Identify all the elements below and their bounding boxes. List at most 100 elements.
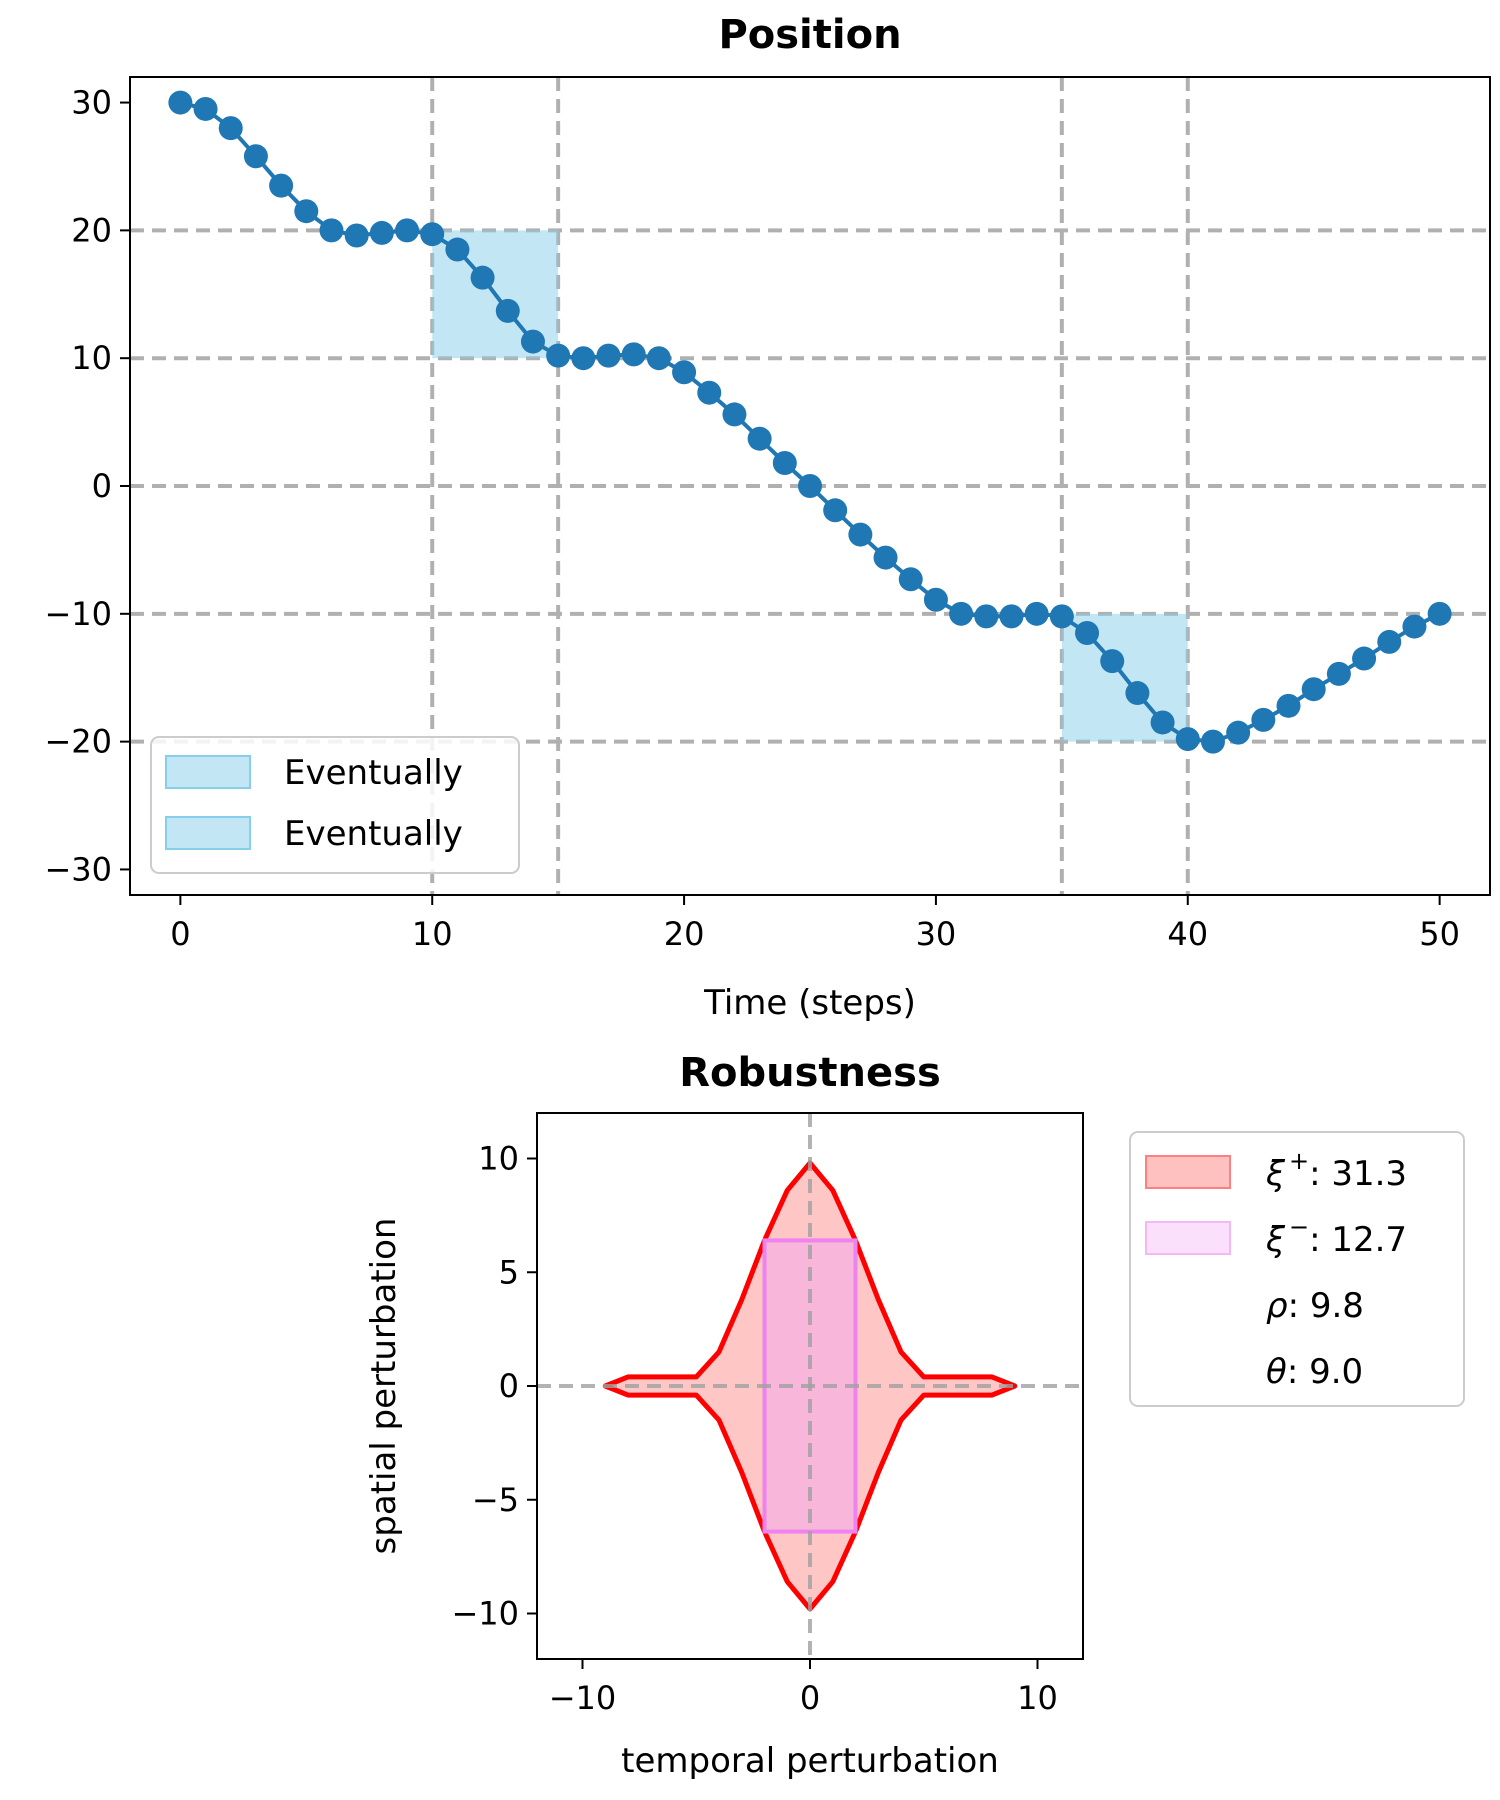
position-point-1 — [193, 96, 218, 121]
robustness-x-ticks: −10 0 10 — [549, 1659, 1058, 1717]
position-point-9 — [395, 218, 420, 243]
position-title: Position — [718, 12, 901, 58]
position-point-2 — [218, 116, 243, 141]
robustness-ytick-label-3: −5 — [472, 1481, 519, 1519]
legend-label-eventually-1: Eventually — [284, 753, 463, 793]
robustness-reference-lines — [537, 1113, 1083, 1659]
robustness-legend-box — [1129, 1131, 1465, 1407]
position-point-49 — [1402, 614, 1427, 639]
robustness-title: Robustness — [679, 1050, 941, 1096]
legend-label-xi-plus: ξ +: 31.3 — [1265, 1147, 1407, 1194]
position-point-48 — [1377, 629, 1402, 654]
position-ytick-label-6: −30 — [44, 850, 112, 888]
rho-value: : 9.8 — [1288, 1286, 1364, 1326]
robustness-x-axis-label: temporal perturbation — [621, 1741, 999, 1781]
position-point-6 — [319, 218, 344, 243]
position-y-ticks: 30 20 10 0 −10 −20 −30 — [44, 84, 130, 888]
position-chart: Position 0 10 20 30 40 50 30 20 10 0 −10 −20 −30 Ti… — [44, 12, 1491, 1023]
robustness-xtick-label-1: 0 — [800, 1679, 820, 1717]
position-line-path — [179, 100, 1441, 744]
robustness-ytick-label-4: −10 — [451, 1595, 519, 1633]
robustness-chart: Robustness −10 0 10 10 5 0 −5 −10 temporal per… — [364, 1050, 1465, 1781]
position-point-3 — [243, 144, 268, 169]
position-point-35 — [1049, 604, 1074, 629]
robustness-ytick-label-2: 0 — [499, 1367, 519, 1405]
legend-swatch-eventually-1 — [165, 755, 251, 789]
position-ytick-label-5: −20 — [44, 723, 112, 761]
position-series-points — [168, 90, 1452, 754]
position-xtick-label-3: 30 — [916, 915, 957, 953]
position-point-40 — [1175, 727, 1200, 752]
position-point-38 — [1125, 681, 1150, 706]
position-ytick-label-4: −10 — [44, 595, 112, 633]
position-point-21 — [697, 380, 722, 405]
position-ytick-label-3: 0 — [92, 467, 112, 505]
position-point-43 — [1251, 707, 1276, 732]
position-ytick-label-1: 20 — [71, 211, 112, 249]
position-x-axis-label: Time (steps) — [703, 983, 916, 1023]
position-point-31 — [949, 601, 974, 626]
robustness-xtick-label-0: −10 — [549, 1679, 617, 1717]
position-point-46 — [1326, 661, 1351, 686]
position-point-47 — [1352, 646, 1377, 671]
position-point-13 — [495, 298, 520, 323]
xi-minus-symbol: ξ — [1265, 1220, 1286, 1260]
position-point-23 — [747, 426, 772, 451]
position-point-33 — [999, 604, 1024, 629]
position-point-17 — [596, 343, 621, 368]
position-point-41 — [1200, 729, 1225, 754]
position-point-37 — [1100, 649, 1125, 674]
position-point-44 — [1276, 693, 1301, 718]
position-point-36 — [1075, 620, 1100, 645]
position-point-18 — [621, 342, 646, 367]
position-point-26 — [823, 498, 848, 523]
legend-label-theta: θ: 9.0 — [1266, 1352, 1363, 1392]
position-series-line — [179, 100, 1441, 744]
xi-minus-value: : 12.7 — [1309, 1220, 1407, 1260]
position-point-5 — [294, 199, 319, 224]
position-point-14 — [520, 329, 545, 354]
position-point-22 — [722, 402, 747, 427]
position-point-19 — [646, 346, 671, 371]
theta-value: : 9.0 — [1287, 1352, 1363, 1392]
position-xtick-label-2: 20 — [664, 915, 705, 953]
xi-plus-symbol: ξ — [1265, 1154, 1286, 1194]
position-point-39 — [1150, 710, 1175, 735]
robustness-ytick-label-0: 10 — [478, 1140, 519, 1178]
position-xtick-label-0: 0 — [170, 915, 190, 953]
xi-plus-value: : 31.3 — [1309, 1154, 1407, 1194]
legend-label-xi-minus: ξ −: 12.7 — [1265, 1213, 1407, 1260]
position-point-32 — [974, 604, 999, 629]
legend-label-eventually-2: Eventually — [284, 814, 463, 854]
position-point-30 — [923, 587, 948, 612]
position-ytick-label-0: 30 — [71, 84, 112, 122]
legend-swatch-xi-plus — [1145, 1155, 1231, 1189]
legend-label-rho: ρ: 9.8 — [1266, 1286, 1364, 1326]
legend-swatch-eventually-2 — [165, 816, 251, 850]
position-xtick-label-4: 40 — [1167, 915, 1208, 953]
position-point-42 — [1226, 720, 1251, 745]
legend-swatch-xi-minus — [1145, 1221, 1231, 1255]
robustness-y-ticks: 10 5 0 −5 −10 — [451, 1140, 537, 1633]
position-point-15 — [546, 343, 571, 368]
position-point-12 — [470, 265, 495, 290]
robustness-y-axis-label: spatial perturbation — [364, 1218, 404, 1555]
position-point-24 — [772, 450, 797, 475]
position-xtick-label-1: 10 — [412, 915, 453, 953]
position-point-27 — [848, 522, 873, 547]
position-legend: Eventually Eventually — [150, 736, 520, 874]
position-grid — [130, 77, 1490, 895]
position-point-25 — [798, 474, 822, 498]
position-point-10 — [420, 222, 445, 247]
xi-plus-sup: + — [1289, 1147, 1309, 1175]
position-point-34 — [1024, 601, 1049, 626]
rho-symbol: ρ — [1266, 1286, 1288, 1326]
position-xtick-label-5: 50 — [1419, 915, 1460, 953]
robustness-ytick-label-1: 5 — [499, 1253, 519, 1291]
robustness-legend: ξ +: 31.3 ξ −: 12.7 ρ: 9.8 θ: 9.0 — [1129, 1131, 1465, 1407]
position-ytick-label-2: 10 — [71, 339, 112, 377]
position-point-4 — [269, 173, 294, 198]
position-point-45 — [1301, 677, 1326, 702]
robustness-xtick-label-2: 10 — [1017, 1679, 1058, 1717]
